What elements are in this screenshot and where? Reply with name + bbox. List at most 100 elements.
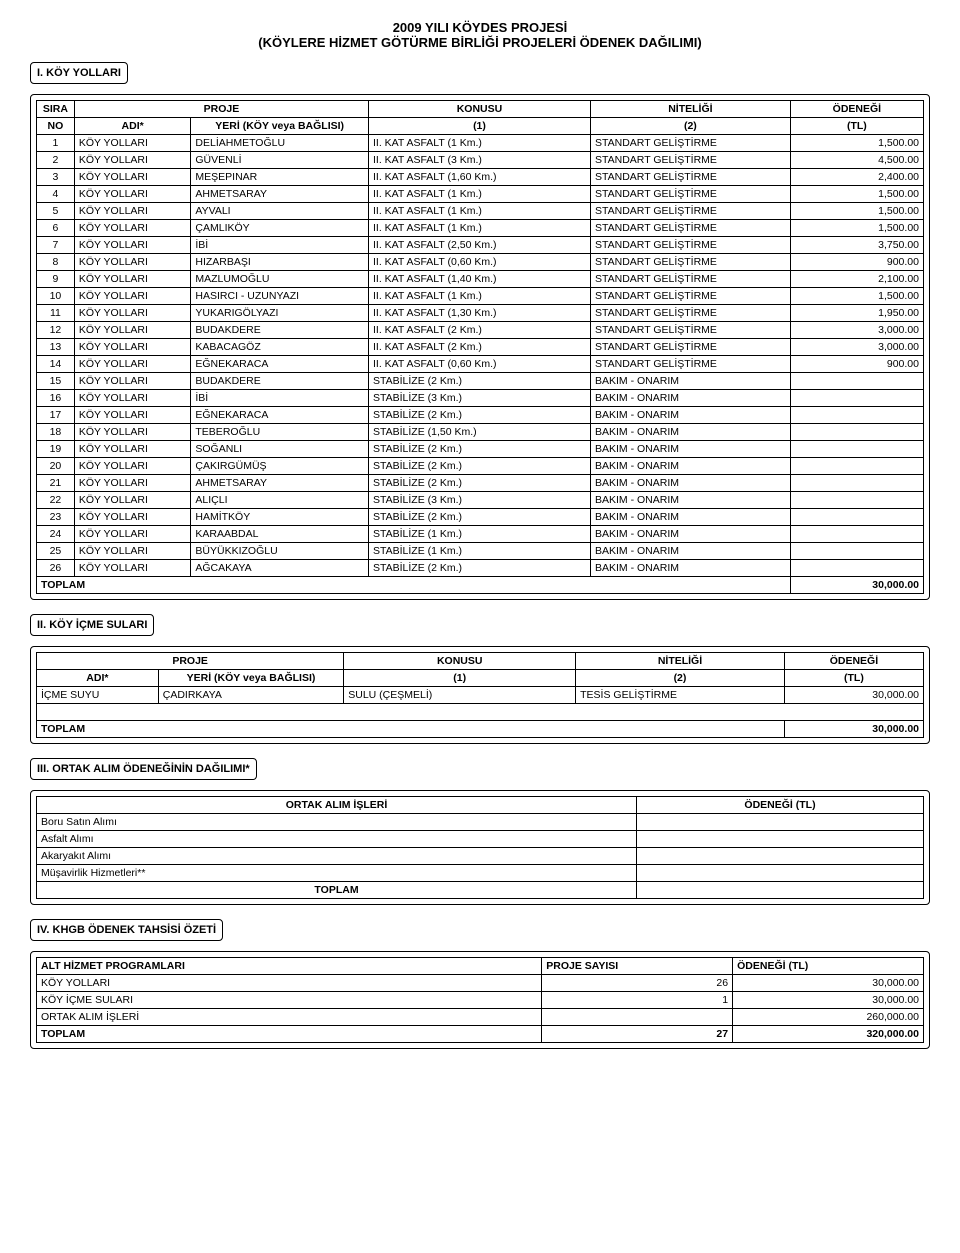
cell-adi: KÖY YOLLARI xyxy=(74,339,191,356)
section1-heading: I. KÖY YOLLARI xyxy=(37,67,121,79)
cell-adi: KÖY YOLLARI xyxy=(74,271,191,288)
cell-nitel: BAKIM - ONARIM xyxy=(590,441,790,458)
table-row: 11KÖY YOLLARIYUKARIGÖLYAZIII. KAT ASFALT… xyxy=(37,305,924,322)
cell-no: 11 xyxy=(37,305,75,322)
cell-nitel: STANDART GELİŞTİRME xyxy=(590,220,790,237)
table-row: 7KÖY YOLLARIİBİII. KAT ASFALT (2,50 Km.)… xyxy=(37,237,924,254)
table-row: Müşavirlik Hizmetleri** xyxy=(37,865,924,882)
table-row: 20KÖY YOLLARIÇAKIRGÜMÜŞSTABİLİZE (2 Km.)… xyxy=(37,458,924,475)
cell-count: 26 xyxy=(542,975,733,992)
cell-yeri: AHMETSARAY xyxy=(191,186,369,203)
cell-val: 30,000.00 xyxy=(733,992,924,1009)
cell-no: 12 xyxy=(37,322,75,339)
cell-adi: KÖY YOLLARI xyxy=(74,356,191,373)
cell-nitel: STANDART GELİŞTİRME xyxy=(590,203,790,220)
cell-odenek: 3,000.00 xyxy=(790,339,923,356)
cell-yeri: ALIÇLI xyxy=(191,492,369,509)
cell-yeri: BÜYÜKKIZOĞLU xyxy=(191,543,369,560)
cell-odenek xyxy=(790,458,923,475)
cell-odenek: 30,000.00 xyxy=(784,687,923,704)
cell-nitel: BAKIM - ONARIM xyxy=(590,543,790,560)
cell-nitel: BAKIM - ONARIM xyxy=(590,373,790,390)
cell-konu: STABİLİZE (2 Km.) xyxy=(368,458,590,475)
cell-no: 4 xyxy=(37,186,75,203)
cell-yeri: AHMETSARAY xyxy=(191,475,369,492)
table-row: KÖY İÇME SULARI130,000.00 xyxy=(37,992,924,1009)
cell-yeri: ÇAKIRGÜMÜŞ xyxy=(191,458,369,475)
cell-no: 7 xyxy=(37,237,75,254)
cell-name: KÖY İÇME SULARI xyxy=(37,992,542,1009)
cell-odenek: 1,500.00 xyxy=(790,288,923,305)
cell-no: 25 xyxy=(37,543,75,560)
cell-val: 260,000.00 xyxy=(733,1009,924,1026)
cell-konu: STABİLİZE (1,50 Km.) xyxy=(368,424,590,441)
s2-hdr-proje: PROJE xyxy=(37,653,344,670)
cell-adi: KÖY YOLLARI xyxy=(74,135,191,152)
cell-yeri: AĞCAKAYA xyxy=(191,560,369,577)
cell-adi: KÖY YOLLARI xyxy=(74,169,191,186)
s2-hdr-odenegi2: (TL) xyxy=(784,670,923,687)
sec1-total-value: 30,000.00 xyxy=(790,577,923,594)
cell-yeri: AYVALI xyxy=(191,203,369,220)
cell-no: 10 xyxy=(37,288,75,305)
cell-adi: KÖY YOLLARI xyxy=(74,458,191,475)
hdr-niteligi: NİTELİĞİ xyxy=(590,101,790,118)
table-row: 25KÖY YOLLARIBÜYÜKKIZOĞLUSTABİLİZE (1 Km… xyxy=(37,543,924,560)
table-row: 5KÖY YOLLARIAYVALIII. KAT ASFALT (1 Km.)… xyxy=(37,203,924,220)
cell-no: 13 xyxy=(37,339,75,356)
cell-konu: II. KAT ASFALT (1 Km.) xyxy=(368,135,590,152)
cell-odenek: 1,500.00 xyxy=(790,203,923,220)
cell-adi: KÖY YOLLARI xyxy=(74,509,191,526)
cell-konu: II. KAT ASFALT (1 Km.) xyxy=(368,220,590,237)
cell-konu: II. KAT ASFALT (3 Km.) xyxy=(368,152,590,169)
cell-adi: KÖY YOLLARI xyxy=(74,407,191,424)
cell-konu: STABİLİZE (2 Km.) xyxy=(368,407,590,424)
sec4-total-label: TOPLAM xyxy=(37,1026,542,1043)
cell-no: 26 xyxy=(37,560,75,577)
hdr-yeri: YERİ (KÖY veya BAĞLISI) xyxy=(191,118,369,135)
cell-odenek xyxy=(790,475,923,492)
section3-heading: III. ORTAK ALIM ÖDENEĞİNİN DAĞILIMI* xyxy=(37,763,250,775)
cell-odenek: 2,100.00 xyxy=(790,271,923,288)
hdr-proje: PROJE xyxy=(74,101,368,118)
cell-odenek: 1,500.00 xyxy=(790,135,923,152)
cell-name: KÖY YOLLARI xyxy=(37,975,542,992)
cell-val xyxy=(637,814,924,831)
section4-table-wrap: ALT HİZMET PROGRAMLARI PROJE SAYISI ÖDEN… xyxy=(30,951,930,1049)
cell-adi: KÖY YOLLARI xyxy=(74,543,191,560)
cell-nitel: STANDART GELİŞTİRME xyxy=(590,237,790,254)
cell-konu: II. KAT ASFALT (1,30 Km.) xyxy=(368,305,590,322)
cell-konu: STABİLİZE (2 Km.) xyxy=(368,441,590,458)
sec3-total-label: TOPLAM xyxy=(37,882,637,899)
cell-adi: KÖY YOLLARI xyxy=(74,288,191,305)
cell-odenek: 900.00 xyxy=(790,254,923,271)
cell-odenek xyxy=(790,509,923,526)
cell-nitel: STANDART GELİŞTİRME xyxy=(590,339,790,356)
table-row: 13KÖY YOLLARIKABACAGÖZII. KAT ASFALT (2 … xyxy=(37,339,924,356)
title-line-2: (KÖYLERE HİZMET GÖTÜRME BİRLİĞİ PROJELER… xyxy=(30,35,930,50)
cell-yeri: İBİ xyxy=(191,237,369,254)
cell-adi: KÖY YOLLARI xyxy=(74,441,191,458)
cell-no: 14 xyxy=(37,356,75,373)
cell-nitel: STANDART GELİŞTİRME xyxy=(590,152,790,169)
section1-table-wrap: SIRA PROJE KONUSU NİTELİĞİ ÖDENEĞİ NO AD… xyxy=(30,94,930,600)
section2-heading: II. KÖY İÇME SULARI xyxy=(37,619,147,631)
cell-adi: KÖY YOLLARI xyxy=(74,424,191,441)
section4-table: ALT HİZMET PROGRAMLARI PROJE SAYISI ÖDEN… xyxy=(36,957,924,1043)
cell-odenek xyxy=(790,560,923,577)
cell-yeri: YUKARIGÖLYAZI xyxy=(191,305,369,322)
section2-heading-box: II. KÖY İÇME SULARI xyxy=(30,614,154,636)
cell-no: 3 xyxy=(37,169,75,186)
hdr-niteligi2: (2) xyxy=(590,118,790,135)
page-title: 2009 YILI KÖYDES PROJESİ (KÖYLERE HİZMET… xyxy=(30,20,930,50)
cell-konu: II. KAT ASFALT (1 Km.) xyxy=(368,186,590,203)
title-line-1: 2009 YILI KÖYDES PROJESİ xyxy=(30,20,930,35)
cell-adi: KÖY YOLLARI xyxy=(74,492,191,509)
cell-adi: KÖY YOLLARI xyxy=(74,322,191,339)
cell-odenek: 2,400.00 xyxy=(790,169,923,186)
hdr-konusu2: (1) xyxy=(368,118,590,135)
cell-nitel: STANDART GELİŞTİRME xyxy=(590,288,790,305)
cell-nitel: STANDART GELİŞTİRME xyxy=(590,254,790,271)
table-row: 8KÖY YOLLARIHIZARBAŞIII. KAT ASFALT (0,6… xyxy=(37,254,924,271)
table-row: 17KÖY YOLLARIEĞNEKARACASTABİLİZE (2 Km.)… xyxy=(37,407,924,424)
